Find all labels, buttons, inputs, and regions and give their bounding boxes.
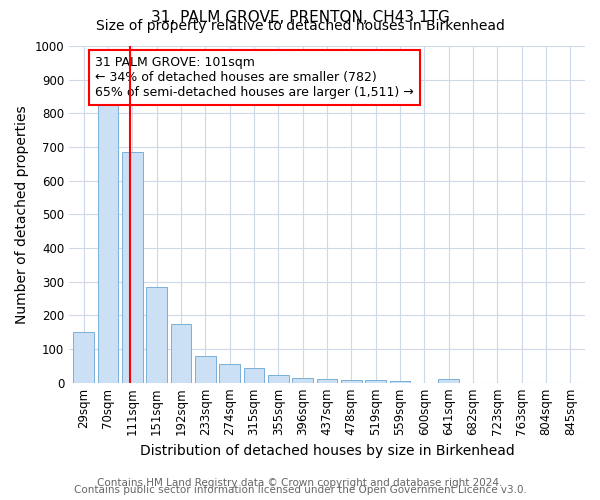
Bar: [365, 380, 386, 382]
Bar: [73, 332, 94, 382]
Bar: [244, 368, 265, 382]
Bar: [268, 376, 289, 382]
Bar: [146, 286, 167, 382]
Y-axis label: Number of detached properties: Number of detached properties: [15, 105, 29, 324]
Bar: [195, 356, 215, 382]
Bar: [220, 364, 240, 382]
Bar: [292, 378, 313, 382]
Bar: [122, 152, 143, 382]
X-axis label: Distribution of detached houses by size in Birkenhead: Distribution of detached houses by size …: [140, 444, 514, 458]
Bar: [341, 380, 362, 382]
Bar: [389, 381, 410, 382]
Text: Contains HM Land Registry data © Crown copyright and database right 2024.: Contains HM Land Registry data © Crown c…: [97, 478, 503, 488]
Bar: [439, 380, 459, 382]
Bar: [98, 103, 118, 382]
Bar: [170, 324, 191, 382]
Text: 31, PALM GROVE, PRENTON, CH43 1TG: 31, PALM GROVE, PRENTON, CH43 1TG: [151, 10, 449, 25]
Text: Size of property relative to detached houses in Birkenhead: Size of property relative to detached ho…: [95, 19, 505, 33]
Bar: [317, 380, 337, 382]
Text: Contains public sector information licensed under the Open Government Licence v3: Contains public sector information licen…: [74, 485, 526, 495]
Text: 31 PALM GROVE: 101sqm
← 34% of detached houses are smaller (782)
65% of semi-det: 31 PALM GROVE: 101sqm ← 34% of detached …: [95, 56, 413, 99]
